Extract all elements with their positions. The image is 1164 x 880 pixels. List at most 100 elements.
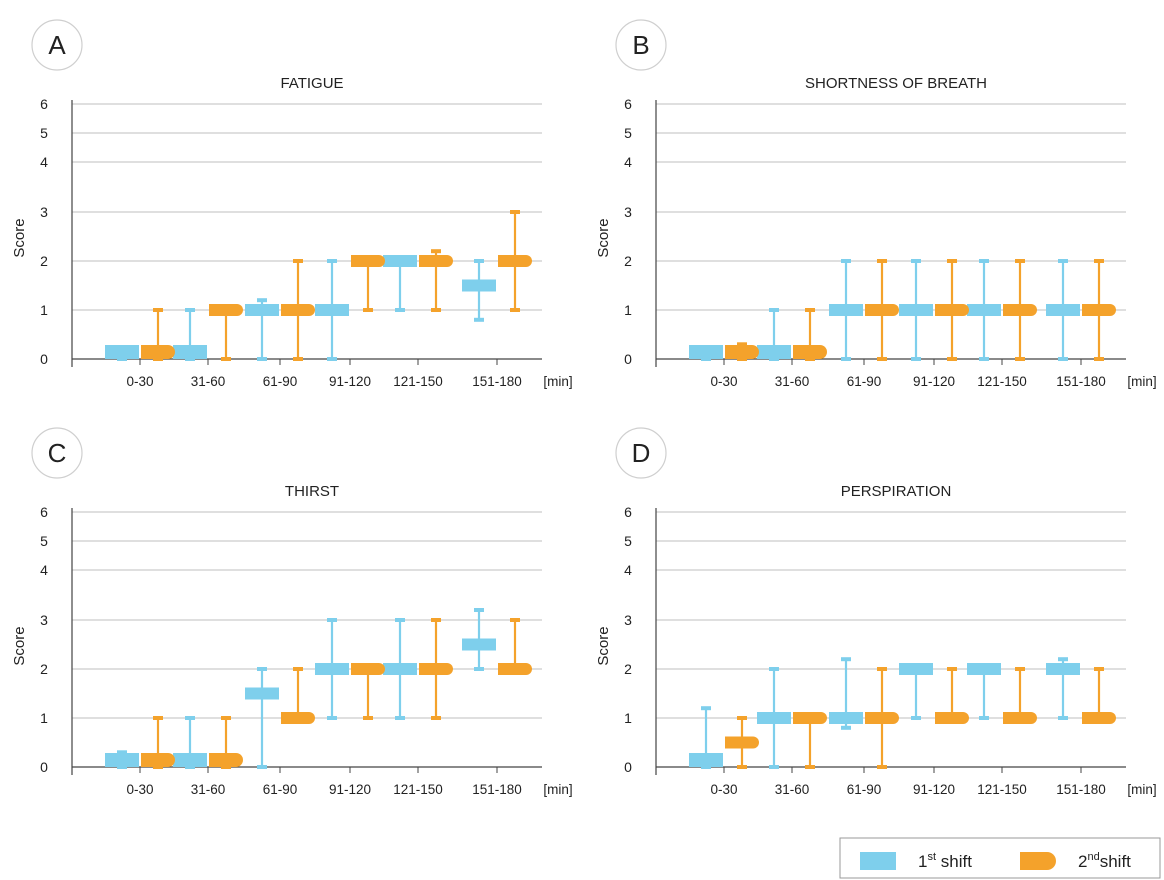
whisker-cap <box>153 716 163 720</box>
y-tick-label: 6 <box>624 504 632 520</box>
legend-swatch-shift2-flat <box>1020 852 1030 870</box>
whisker-cap <box>911 259 921 263</box>
box-body <box>935 304 969 316</box>
x-tick-label: 61-90 <box>263 374 298 389</box>
y-tick-label: 4 <box>40 562 48 578</box>
box-body-flat <box>725 345 733 359</box>
x-tick-label: 151-180 <box>1056 782 1106 797</box>
panel-letter: C <box>48 438 67 468</box>
panel-letter-circle <box>615 427 667 479</box>
box-body <box>689 345 723 359</box>
whisker-cap <box>979 259 989 263</box>
legend-swatch-shift1 <box>860 852 896 870</box>
whisker-cap <box>911 716 921 720</box>
box-body <box>829 712 863 724</box>
box-shift2 <box>141 308 175 361</box>
box-body <box>245 304 279 316</box>
box-body <box>315 663 349 675</box>
box-shift2 <box>351 255 385 312</box>
x-tick-label: 91-120 <box>329 782 371 797</box>
y-tick-label: 1 <box>40 302 48 318</box>
whisker-cap <box>257 765 267 769</box>
box-body-flat <box>209 753 217 767</box>
whisker-cap <box>1058 657 1068 662</box>
whisker-cap <box>474 259 484 263</box>
whisker-cap <box>979 357 989 361</box>
y-tick-label: 2 <box>624 661 632 677</box>
box-body <box>1046 663 1080 675</box>
x-axis-unit: [min] <box>543 374 572 389</box>
box-body <box>351 255 385 267</box>
x-tick-label: 61-90 <box>263 782 298 797</box>
box-body <box>105 753 139 767</box>
box-body <box>725 736 759 749</box>
box-shift1 <box>689 706 723 769</box>
whisker-cap <box>293 259 303 263</box>
chart-title: PERSPIRATION <box>841 483 952 500</box>
whisker-cap <box>769 667 779 671</box>
whisker-cap <box>221 357 231 361</box>
x-tick-label: 121-150 <box>977 782 1027 797</box>
whisker-cap <box>877 667 887 671</box>
box-shift1 <box>689 345 723 361</box>
whisker-cap <box>1058 259 1068 263</box>
box-body <box>141 345 175 359</box>
whisker-cap <box>877 259 887 263</box>
whisker-cap <box>474 608 484 612</box>
x-tick-label: 121-150 <box>393 374 443 389</box>
box-body-flat <box>935 304 942 316</box>
box-body-flat <box>1082 304 1089 316</box>
chart-panel-a: A FATIGUE 0 1 2 3 4 5 6 Score 0-30 31-60 61-90 91-120… <box>11 19 573 389</box>
whisker-cap <box>769 308 779 312</box>
whisker-cap <box>877 765 887 769</box>
whisker-cap <box>395 716 405 720</box>
whisker-cap <box>293 357 303 361</box>
x-tick-label: 61-90 <box>847 374 882 389</box>
y-axis-label: Score <box>595 626 612 665</box>
box-shift1 <box>967 259 1001 361</box>
whisker-cap <box>1015 357 1025 361</box>
whisker-cap <box>841 657 851 662</box>
box-shift2 <box>865 259 899 361</box>
box-body-flat <box>1082 712 1089 724</box>
box-body-flat <box>141 753 149 767</box>
box-shift1 <box>315 259 349 361</box>
box-shift1 <box>829 259 863 361</box>
box-body <box>689 753 723 767</box>
whisker-cap <box>510 210 520 214</box>
box-shift1 <box>245 298 279 361</box>
chart-panel-d: D PERSPIRATION 0 1 2 3 4 5 6 Score 0-30 31-60 61-90 9… <box>595 427 1157 797</box>
whisker-cap <box>877 357 887 361</box>
box-shift2 <box>1003 667 1037 724</box>
box-shift1 <box>757 308 791 361</box>
whisker-cap <box>1058 357 1068 361</box>
box-body <box>209 304 243 316</box>
y-axis-label: Score <box>11 626 28 665</box>
box-body <box>757 345 791 359</box>
box-shift2 <box>1003 259 1037 361</box>
box-shift2 <box>725 716 759 769</box>
box-shift1 <box>315 618 349 720</box>
x-tick-label: 0-30 <box>126 782 153 797</box>
whisker-cap <box>1058 716 1068 720</box>
box-body <box>793 712 827 724</box>
box-body <box>462 279 496 292</box>
box-body <box>173 345 207 359</box>
whisker-cap <box>363 308 373 312</box>
box-shift2 <box>935 667 969 724</box>
box-shift2 <box>793 308 827 361</box>
whisker-cap <box>1015 667 1025 671</box>
box-shift1 <box>173 716 207 769</box>
box-body-flat <box>281 304 288 316</box>
whisker-cap <box>395 308 405 312</box>
x-tick-label: 91-120 <box>913 782 955 797</box>
y-tick-label: 0 <box>40 759 48 775</box>
box-shift1 <box>383 618 417 720</box>
box-body <box>498 663 532 675</box>
panel-letter-circle <box>31 19 83 71</box>
box-body <box>793 345 827 359</box>
y-tick-label: 6 <box>624 96 632 112</box>
box-body <box>1082 304 1116 316</box>
box-shift2 <box>209 304 243 361</box>
box-body <box>281 712 315 724</box>
